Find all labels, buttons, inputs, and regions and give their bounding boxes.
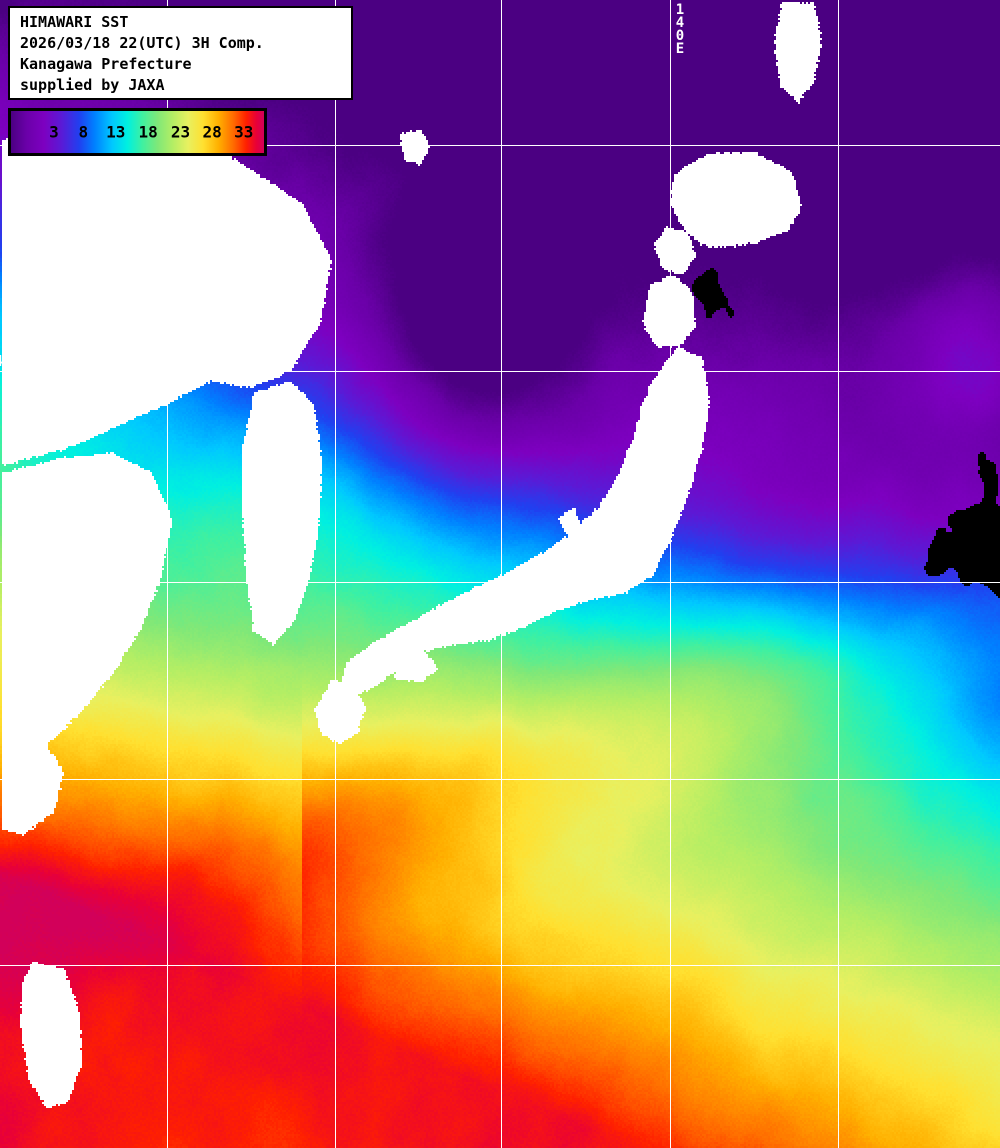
- colorbar-tick-28: 28: [202, 122, 222, 142]
- colorbar-tick-23: 23: [170, 122, 191, 142]
- title-line-region: Kanagawa Prefecture: [20, 55, 192, 73]
- product-info-box: HIMAWARI SST 2026/03/18 22(UTC) 3H Comp.…: [8, 6, 353, 100]
- colorbar-tick-13: 13: [106, 122, 126, 142]
- temperature-colorbar: 3 8 13 18 23 28 33: [8, 108, 267, 156]
- title-line-credit: supplied by JAXA: [20, 76, 165, 94]
- colorbar-tick-33: 33: [234, 122, 254, 142]
- colorbar-tick-18: 18: [138, 122, 158, 142]
- colorbar-gradient: [11, 111, 264, 153]
- colorbar-tick-labels: 3 8 13 18 23 28 33: [11, 111, 264, 153]
- colorbar-tick-8: 8: [78, 122, 89, 142]
- title-line-product: HIMAWARI SST: [20, 13, 129, 31]
- colorbar-tick-3: 3: [49, 122, 59, 142]
- title-line-datetime: 2026/03/18 22(UTC) 3H Comp.: [20, 34, 264, 52]
